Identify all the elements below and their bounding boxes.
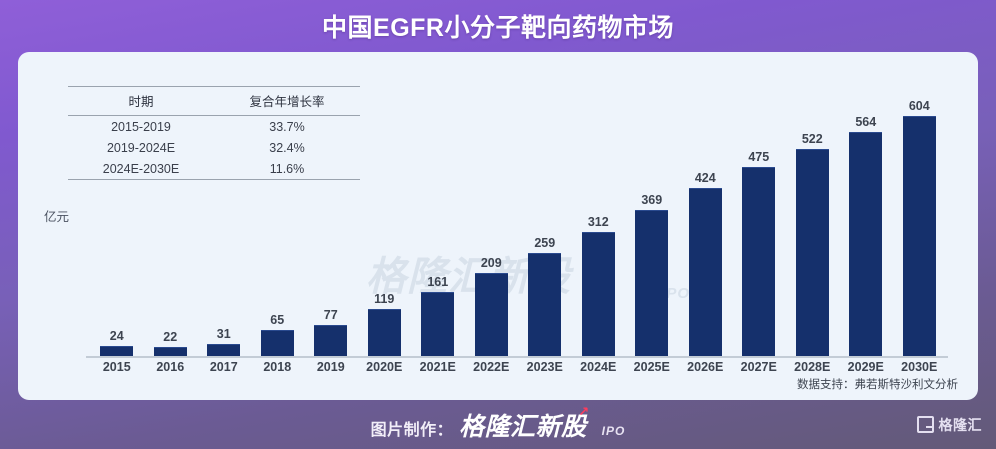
x-axis-tick-label: 2029E [847,360,884,374]
trend-arrow-icon: ↗ [578,403,590,419]
x-axis-labels: 2015 2016 2017 2018 2019 2020E 2021E 2022E 2023E… [90,360,946,382]
footer-brand-text: 格隆汇新股 [459,412,587,441]
bar [902,116,936,356]
footer-brand-wordmark: 格隆汇新股 ↗ [459,403,590,443]
bar-value-label: 522 [801,131,823,146]
table-header-period: 时期 [68,86,214,116]
footer-logo-text: 格隆汇 [938,416,982,433]
table-cell-period: 2015-2019 [68,115,214,137]
cagr-table: 时期 复合年增长率 2015-2019 33.7% 2019-2024E 32.… [68,86,360,180]
bar [153,347,187,356]
x-axis-tick-label: 2027E [740,360,777,374]
bar [849,132,883,356]
bar [100,346,134,356]
bar-column: 209 [465,84,519,356]
table-header-row: 时期 复合年增长率 [68,86,360,116]
bar-column: 312 [572,84,626,356]
x-axis-tick-label: 2023E [526,360,563,374]
bar [688,187,722,356]
bar-value-label: 22 [163,330,178,345]
bar-value-label: 24 [109,329,124,344]
chart-card: 格隆汇新股 IPO 时期 复合年增长率 2015-2019 33.7% 2019… [18,52,978,400]
x-axis-tick-label: 2028E [794,360,831,374]
x-axis-tick-label: 2022E [473,360,510,374]
bar-column: 522 [786,84,840,356]
bar-value-label: 369 [641,192,663,207]
bar-value-label: 475 [748,150,770,165]
bar [795,148,829,356]
table-cell-period: 2019-2024E [106,140,176,155]
x-axis-tick-label: 2021E [419,360,456,374]
bar-column: 24 [90,84,144,356]
x-axis-tick-label: 2020E [366,360,403,374]
bar-value-label: 312 [587,215,609,230]
plot-area: 24 22 31 65 77 119 161 209 259 312 369 424 475 522 564… [52,68,962,374]
bar-column: 161 [411,84,465,356]
bar-value-label: 604 [908,99,930,114]
x-axis-tick-label: 2018 [263,360,292,374]
bar-column: 31 [197,84,251,356]
bar-column: 475 [732,84,786,356]
x-axis-baseline [86,356,948,358]
bar-value-label: 161 [427,275,449,290]
footer-brand-sub: IPO [601,423,626,438]
title-bar: 中国EGFR小分子靶向药物市场 [0,0,996,52]
bar-value-label: 209 [480,256,502,271]
bar [581,232,615,356]
bar-column: 77 [304,84,358,356]
bar [742,167,776,356]
bar-column: 259 [518,84,572,356]
bar-series: 24 22 31 65 77 119 161 209 259 312 369 424 475 522 564… [90,84,946,356]
x-axis-tick-label: 2015 [102,360,131,374]
bar-value-label: 65 [270,313,285,328]
bar [367,308,401,356]
bar-column: 424 [679,84,733,356]
table-row: 2019-2024E 32.4% [68,137,360,158]
bar [207,343,241,356]
bar-column: 604 [893,84,947,356]
x-axis-tick-label: 2026E [687,360,724,374]
footer-credit: 图片制作： 格隆汇新股 ↗ IPO [370,403,626,443]
bar-value-label: 119 [374,291,395,306]
bar-value-label: 259 [534,236,556,251]
bar [474,273,508,356]
page-title: 中国EGFR小分子靶向药物市场 [322,14,674,42]
footer-logo: 格隆汇 [916,415,983,435]
x-axis-tick-label: 2025E [633,360,670,374]
bar-column: 22 [144,84,198,356]
bar-value-label: 424 [694,170,716,185]
table-row: 2015-2019 33.7% [68,115,360,137]
bar [421,292,455,356]
gelonghui-g-logo-icon [916,416,934,433]
table-cell-cagr: 32.4% [269,140,305,155]
bar-column: 65 [251,84,305,356]
source-note: 数据支持：弗若斯特沙利文分析 [797,379,958,391]
bar [314,325,348,356]
y-axis-unit-label: 亿元 [44,210,70,224]
bar [635,209,669,356]
x-axis-tick-label: 2024E [580,360,617,374]
bar-column: 119 [358,84,412,356]
table-cell-cagr: 11.6% [214,158,360,180]
x-axis-tick-label: 2019 [316,360,345,374]
footer-credit-label: 图片制作： [370,421,454,439]
table-row: 2024E-2030E 11.6% [68,158,360,180]
table-header-cagr: 复合年增长率 [214,86,360,116]
x-axis-tick-label: 2016 [156,360,185,374]
x-axis-tick-label: 2030E [901,360,938,374]
bar-value-label: 564 [855,115,877,130]
bar-value-label: 77 [323,308,338,323]
bar-column: 369 [625,84,679,356]
bar [528,253,562,356]
bar [260,330,294,356]
footer-bar: 图片制作： 格隆汇新股 ↗ IPO 格隆汇 [0,400,996,449]
bar-value-label: 31 [216,326,231,341]
table-cell-period: 2024E-2030E [68,158,214,180]
x-axis-tick-label: 2017 [209,360,238,374]
table-cell-cagr: 33.7% [214,115,360,137]
bar-column: 564 [839,84,893,356]
